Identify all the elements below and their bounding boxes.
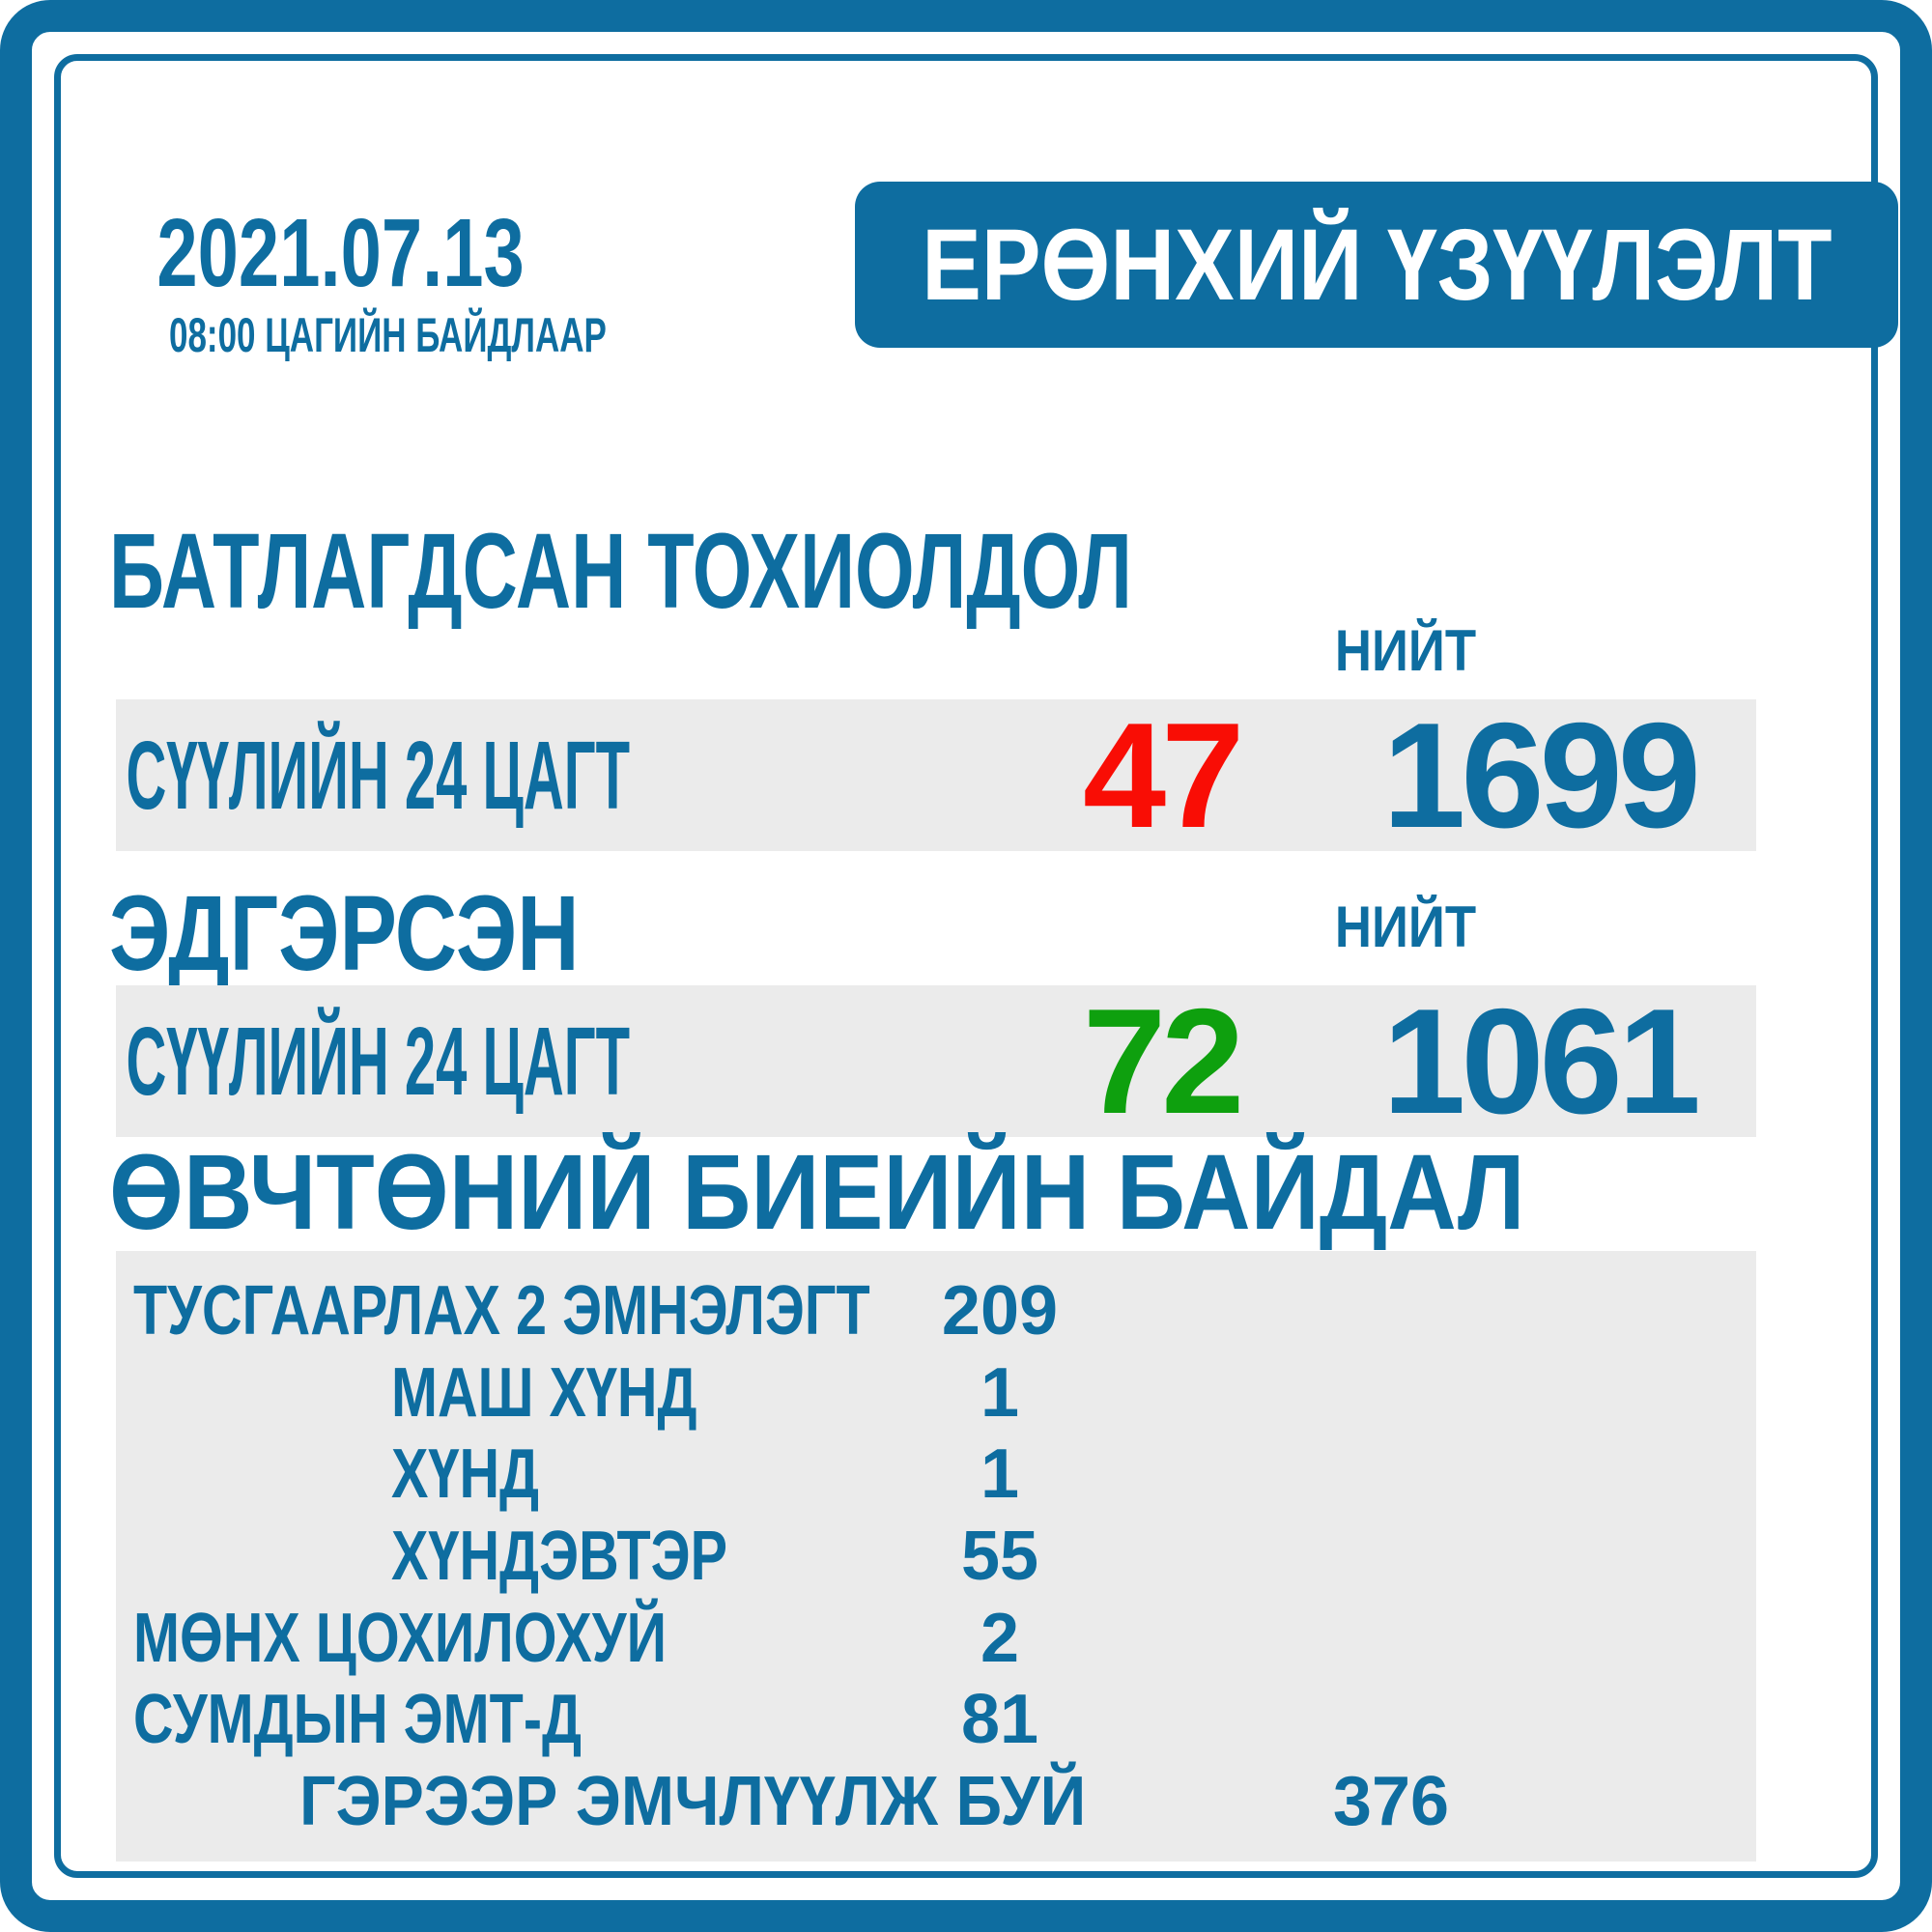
condition-label: ХҮНД — [391, 1435, 540, 1514]
condition-row-isolation-hospitals: ТУСГААРЛАХ 2 ЭМНЭЛЭГТ 209 — [116, 1272, 1756, 1350]
inner-frame — [54, 54, 1878, 1878]
recovered-last24-value: 72 — [1082, 978, 1244, 1145]
report-time-note: 08:00 ЦАГИЙН БАЙДЛААР — [169, 308, 607, 362]
confirmed-row-label: СҮҮЛИЙН 24 ЦАГТ — [126, 721, 631, 830]
report-date: 2021.07.13 — [156, 199, 525, 307]
recovered-row-label: СҮҮЛИЙН 24 ЦАГТ — [126, 1007, 631, 1116]
confirmed-section-title: БАТЛАГДСАН ТОХИОЛДОЛ — [109, 512, 1132, 631]
condition-row-soum-health-centers: СУМДЫН ЭМТ-Д 81 — [116, 1681, 1756, 1758]
condition-label: МАШ ХҮНД — [391, 1353, 697, 1432]
recovered-section-title: ЭДГЭРСЭН — [109, 874, 580, 993]
condition-row-munkh-tsohilohui: МӨНХ ЦОХИЛОХУЙ 2 — [116, 1600, 1756, 1677]
condition-value: 1 — [980, 1353, 1020, 1432]
confirmed-stat-row: СҮҮЛИЙН 24 ЦАГТ 47 1699 — [116, 699, 1756, 851]
condition-value: 81 — [960, 1681, 1039, 1759]
recovered-stat-row: СҮҮЛИЙН 24 ЦАГТ 72 1061 — [116, 985, 1756, 1137]
condition-value: 1 — [980, 1435, 1020, 1514]
condition-label: СУМДЫН ЭМТ-Д — [133, 1681, 582, 1759]
condition-value: 2 — [980, 1599, 1020, 1677]
condition-row-moderately-serious: ХҮНДЭВТЭР 55 — [116, 1518, 1756, 1595]
conditions-panel: ТУСГААРЛАХ 2 ЭМНЭЛЭГТ 209 МАШ ХҮНД 1 ХҮН… — [116, 1251, 1756, 1861]
condition-row-home-treatment: ГЭРЭЭР ЭМЧЛҮҮЛЖ БУЙ 376 — [116, 1763, 1756, 1840]
recovered-total-label: НИЙТ — [1334, 895, 1477, 959]
condition-label: ХҮНДЭВТЭР — [391, 1517, 728, 1595]
condition-value: 55 — [960, 1517, 1039, 1595]
report-date-block: 2021.07.13 08:00 ЦАГИЙН БАЙДЛААР — [108, 199, 607, 362]
title-badge-label: ЕРӨНХИЙ ҮЗҮҮЛЭЛТ — [921, 208, 1833, 322]
confirmed-total-value: 1699 — [1382, 692, 1701, 859]
confirmed-last24-value: 47 — [1082, 692, 1244, 859]
title-badge: ЕРӨНХИЙ ҮЗҮҮЛЭЛТ — [855, 182, 1898, 348]
condition-label: МӨНХ ЦОХИЛОХУЙ — [133, 1599, 667, 1677]
condition-row-critical: МАШ ХҮНД 1 — [116, 1354, 1756, 1432]
recovered-total-value: 1061 — [1382, 978, 1701, 1145]
condition-label: ГЭРЭЭР ЭМЧЛҮҮЛЖ БУЙ — [299, 1762, 1087, 1840]
confirmed-total-label: НИЙТ — [1334, 618, 1477, 683]
condition-label: ТУСГААРЛАХ 2 ЭМНЭЛЭГТ — [133, 1272, 870, 1350]
condition-value: 209 — [941, 1272, 1059, 1350]
condition-value: 376 — [1332, 1762, 1450, 1840]
condition-row-serious: ХҮНД 1 — [116, 1435, 1756, 1513]
conditions-section-title: ӨВЧТӨНИЙ БИЕИЙН БАЙДАЛ — [109, 1133, 1525, 1252]
